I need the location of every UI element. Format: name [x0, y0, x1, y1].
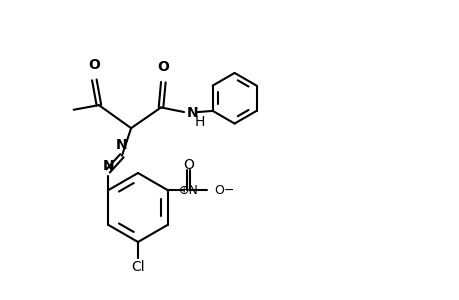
- Text: N: N: [102, 159, 114, 173]
- Text: H: H: [194, 115, 204, 129]
- Text: N: N: [116, 138, 128, 152]
- Text: O−: O−: [213, 184, 234, 197]
- Text: N: N: [186, 106, 197, 120]
- Text: Cl: Cl: [131, 260, 145, 274]
- Text: O: O: [88, 58, 100, 72]
- Text: ⊕N: ⊕N: [178, 184, 198, 197]
- Text: O: O: [183, 158, 194, 172]
- Text: O: O: [157, 60, 169, 74]
